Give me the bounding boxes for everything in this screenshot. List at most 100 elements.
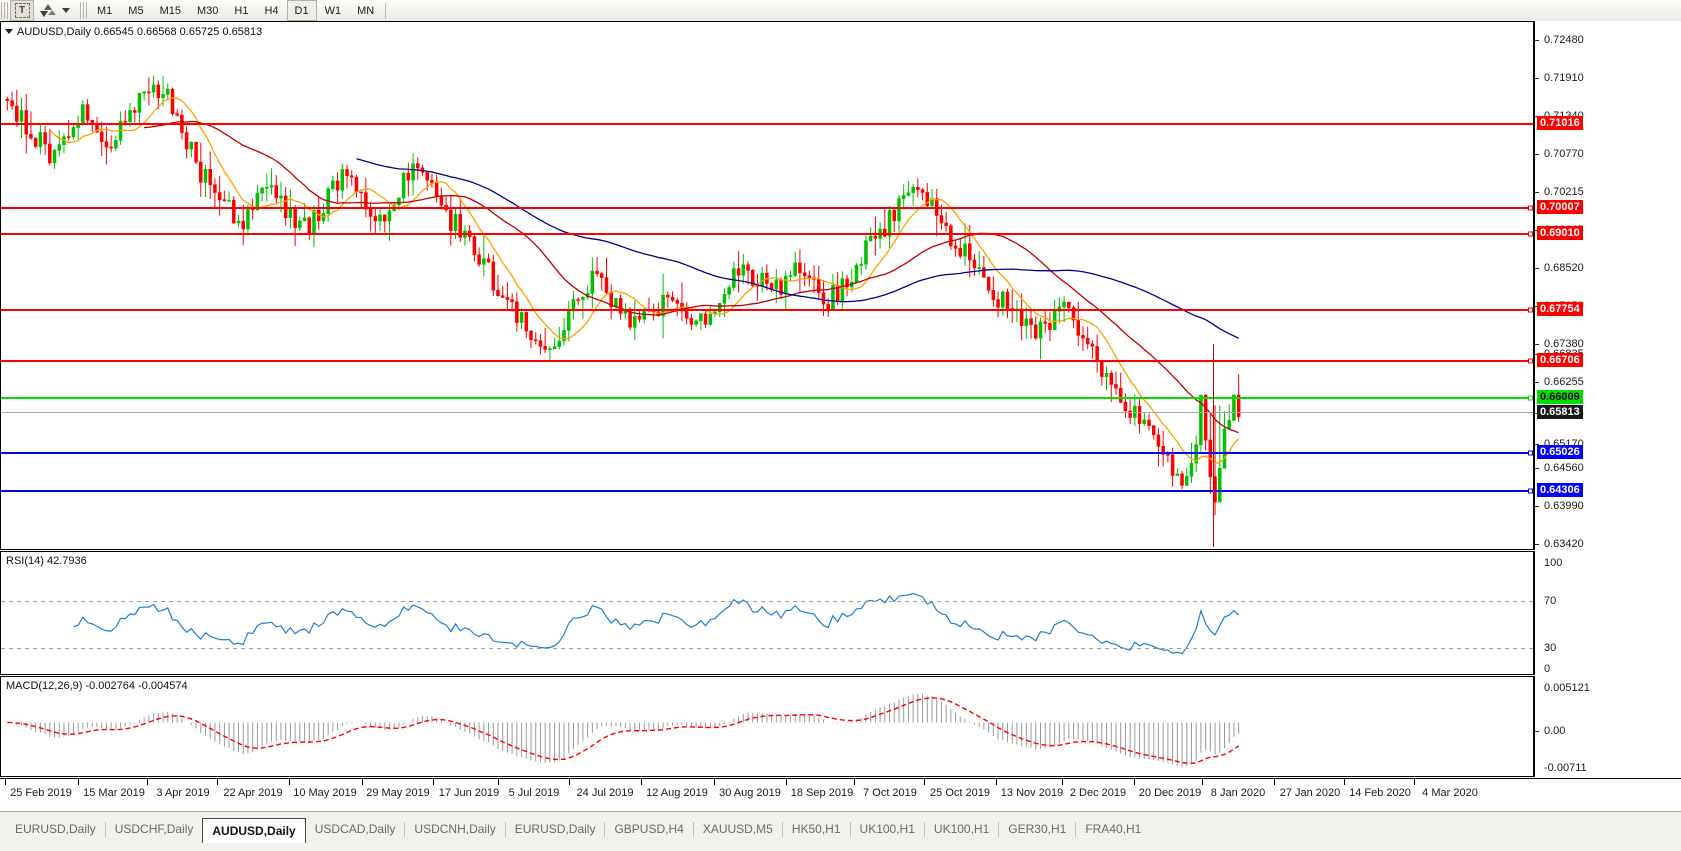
rsi-tick: 30 xyxy=(1544,642,1557,654)
date-gridline xyxy=(1414,779,1415,785)
level-line-0.64306[interactable] xyxy=(1,488,1533,494)
timeframe-m30[interactable]: M30 xyxy=(196,4,219,17)
toolbar-grip[interactable] xyxy=(1,2,8,19)
tab-eurusd-daily-2[interactable]: EURUSD,Daily xyxy=(514,822,596,836)
macd-histogram-series xyxy=(7,693,1240,767)
macd-tick: 0.00 xyxy=(1535,725,1565,737)
tab-hk50-h1[interactable]: HK50,H1 xyxy=(791,822,841,836)
date-label: 3 Apr 2019 xyxy=(156,787,210,799)
tab-divider xyxy=(781,822,783,837)
price-tick: 0.63420 xyxy=(1535,538,1584,550)
date-label: 25 Feb 2019 xyxy=(10,787,72,799)
date-gridline xyxy=(1344,779,1345,785)
date-label: 15 Mar 2019 xyxy=(83,787,145,799)
level-line-0.66009[interactable] xyxy=(1,395,1533,401)
last-price-line xyxy=(1,412,1533,413)
tab-divider xyxy=(692,822,694,837)
date-gridline xyxy=(854,779,855,785)
tab-gbpusd-h4[interactable]: GBPUSD,H4 xyxy=(614,822,684,836)
date-label: 10 May 2019 xyxy=(293,787,357,799)
chart-menu-caret-icon[interactable] xyxy=(5,29,13,34)
date-label: 22 Apr 2019 xyxy=(223,787,283,799)
date-label: 18 Sep 2019 xyxy=(790,787,854,799)
level-line-0.65026[interactable] xyxy=(1,450,1533,456)
date-label: 4 Mar 2020 xyxy=(1422,787,1478,799)
date-label: 12 Aug 2019 xyxy=(646,787,708,799)
tab-fra40-h1[interactable]: FRA40,H1 xyxy=(1085,822,1142,836)
level-label-0.67754[interactable]: 0.67754 xyxy=(1537,302,1583,316)
level-line-0.66706[interactable] xyxy=(1,358,1533,364)
tab-eurusd-daily-1[interactable]: EURUSD,Daily xyxy=(15,822,96,836)
level-label-0.64306[interactable]: 0.64306 xyxy=(1537,483,1583,497)
timeframe-m15[interactable]: M15 xyxy=(159,4,181,17)
tab-divider xyxy=(104,822,106,837)
tab-usdchf-daily[interactable]: USDCHF,Daily xyxy=(114,822,194,836)
tab-xauusd-m5[interactable]: XAUUSD,M5 xyxy=(702,822,773,836)
macd-panel[interactable]: MACD(12,26,9) -0.002764 -0.004574 xyxy=(0,676,1534,777)
timeframe-group-grip[interactable] xyxy=(80,2,87,19)
price-tick: 0.64560 xyxy=(1535,462,1584,474)
chevron-down-icon[interactable] xyxy=(58,0,74,21)
crosshair-text-tool-icon[interactable]: T xyxy=(10,0,34,21)
tab-usdcnh-daily[interactable]: USDCNH,Daily xyxy=(414,822,496,836)
timeframe-w1[interactable]: W1 xyxy=(324,4,342,17)
timeframe-h1[interactable]: H1 xyxy=(234,4,249,17)
price-tick: 0.70215 xyxy=(1535,186,1584,198)
date-gridline xyxy=(289,779,290,785)
date-label: 5 Jul 2019 xyxy=(508,787,560,799)
level-label-0.71016[interactable]: 0.71016 xyxy=(1537,116,1583,130)
crosshair-vertical-line xyxy=(1213,344,1214,547)
date-label: 29 May 2019 xyxy=(366,787,430,799)
tab-uk100-h1-1[interactable]: UK100,H1 xyxy=(859,822,915,836)
level-label-0.70007[interactable]: 0.70007 xyxy=(1537,200,1583,214)
chart-objects-icon[interactable] xyxy=(34,0,58,21)
timeframe-m5[interactable]: M5 xyxy=(128,4,144,17)
price-legend: AUDUSD,Daily 0.66545 0.66568 0.65725 0.6… xyxy=(17,26,263,38)
tab-divider xyxy=(998,822,1000,837)
level-label-0.69010[interactable]: 0.69010 xyxy=(1537,226,1583,240)
level-label-0.66706[interactable]: 0.66706 xyxy=(1537,353,1583,367)
date-gridline xyxy=(362,779,363,785)
price-axis[interactable]: 0.72480 0.71910 0.71340 0.70770 0.70215 … xyxy=(1534,21,1681,588)
level-label-0.66009[interactable]: 0.66009 xyxy=(1537,390,1583,404)
timeframe-m1[interactable]: M1 xyxy=(97,4,113,17)
tab-usdcad-daily[interactable]: USDCAD,Daily xyxy=(314,822,396,836)
rsi-overbought-line xyxy=(1,601,1533,602)
date-gridline xyxy=(78,779,79,785)
date-label: 2 Dec 2019 xyxy=(1069,787,1127,799)
rsi-oversold-line xyxy=(1,648,1533,649)
date-label: 13 Nov 2019 xyxy=(1000,787,1064,799)
timeframe-mn[interactable]: MN xyxy=(357,4,375,17)
rsi-tick: 0 xyxy=(1544,663,1551,675)
tab-ger30-h1[interactable]: GER30,H1 xyxy=(1008,822,1067,836)
macd-axis: 0.005121 0.00 -0.00711 xyxy=(1534,676,1681,777)
date-label: 14 Feb 2020 xyxy=(1349,787,1411,799)
rsi-axis: 100 70 30 0 xyxy=(1534,551,1681,675)
tab-uk100-h1-2[interactable]: UK100,H1 xyxy=(933,822,990,836)
level-line-0.71016[interactable] xyxy=(1,123,1533,125)
date-label: 27 Jan 2020 xyxy=(1279,787,1341,799)
macd-tick: -0.00711 xyxy=(1544,762,1587,774)
date-gridline xyxy=(924,779,925,785)
date-gridline xyxy=(1202,779,1203,785)
price-tick: 0.67380 xyxy=(1535,338,1584,350)
tab-divider xyxy=(404,822,406,837)
timeframe-h4[interactable]: H4 xyxy=(264,4,279,17)
chart-tab-bar: EURUSD,Daily USDCHF,Daily AUDUSD,Daily U… xyxy=(0,811,1681,851)
level-label-0.65026[interactable]: 0.65026 xyxy=(1537,445,1583,459)
rsi-panel[interactable]: RSI(14) 42.7936 xyxy=(0,551,1534,675)
date-label: 25 Oct 2019 xyxy=(930,787,990,799)
level-line-0.69010[interactable] xyxy=(1,231,1533,237)
timeframe-d1[interactable]: D1 xyxy=(286,0,317,21)
tab-audusd-daily[interactable]: AUDUSD,Daily xyxy=(202,818,306,843)
level-line-0.70007[interactable] xyxy=(1,205,1533,211)
date-gridline xyxy=(641,779,642,785)
date-gridline xyxy=(498,779,499,785)
price-tick: 0.66255 xyxy=(1535,376,1584,388)
price-tick: 0.71910 xyxy=(1535,72,1584,84)
price-chart-panel[interactable]: AUDUSD,Daily 0.66545 0.66568 0.65725 0.6… xyxy=(0,21,1534,550)
macd-legend: MACD(12,26,9) -0.002764 -0.004574 xyxy=(6,680,188,692)
date-label: 8 Jan 2020 xyxy=(1210,787,1266,799)
level-line-0.67754[interactable] xyxy=(1,307,1533,313)
